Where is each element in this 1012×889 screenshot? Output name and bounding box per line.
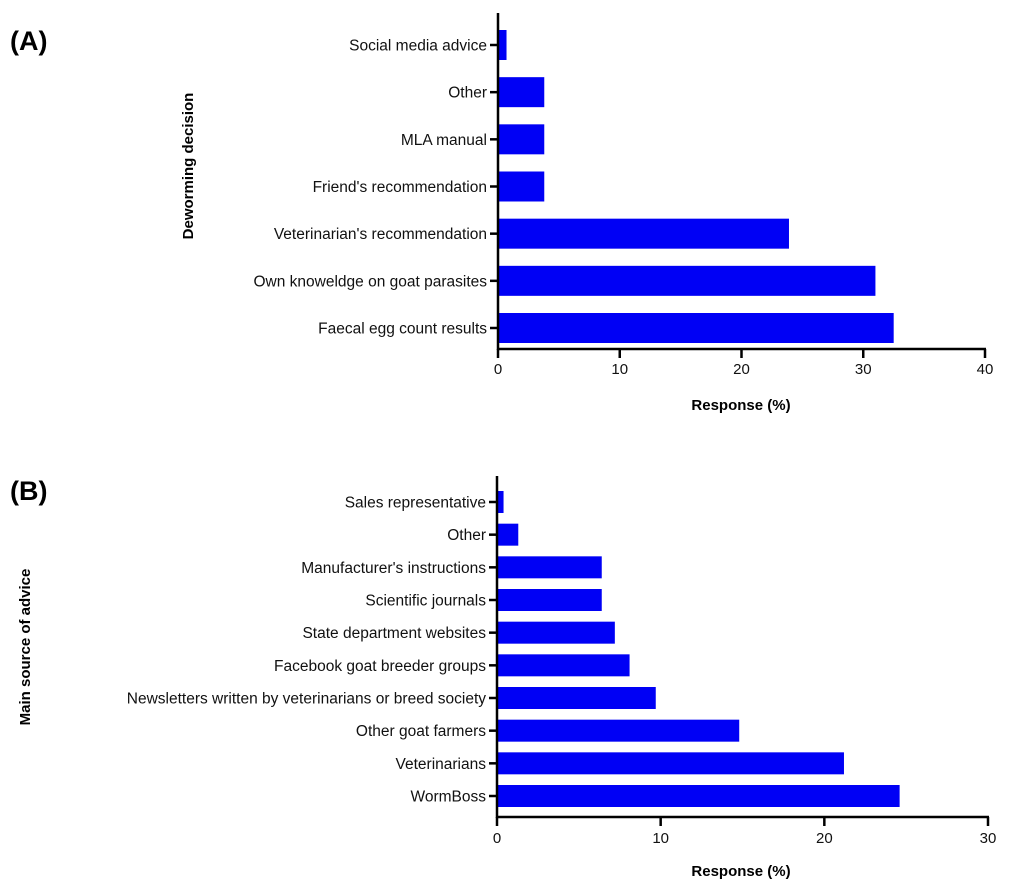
bar-7	[499, 313, 894, 343]
bar-2	[498, 523, 519, 546]
category-label: MLA manual	[401, 132, 487, 149]
panel-b-label: (B)	[10, 476, 47, 506]
panel-a: (A) Deworming decision Response (%) Soci…	[10, 13, 993, 414]
category-label: WormBoss	[410, 789, 486, 806]
category-label: Other goat farmers	[356, 723, 486, 740]
category-label: Sales representative	[345, 495, 486, 512]
panel-b-x-axis-title: Response (%)	[691, 863, 790, 880]
bar-4	[498, 589, 602, 611]
bar-6	[499, 265, 876, 296]
bar-8	[498, 719, 740, 742]
bar-4	[499, 171, 545, 202]
category-label: Other	[448, 85, 487, 102]
bar-6	[498, 654, 630, 677]
x-tick-label: 30	[855, 361, 872, 378]
panel-b: (B) Main source of advice Response (%) S…	[10, 476, 996, 880]
category-label: Friend's recommendation	[313, 179, 487, 196]
category-label: State department websites	[302, 625, 486, 642]
category-label: Newsletters written by veterinarians or …	[127, 691, 486, 708]
panel-a-bars	[499, 30, 894, 343]
panel-b-category-labels: Sales representative Other Manufacturer's …	[127, 495, 486, 806]
panel-b-bars	[498, 491, 900, 807]
panel-a-x-axis-title: Response (%)	[691, 397, 790, 414]
panel-a-axes: 0 10 20 30 40	[490, 13, 993, 378]
x-tick-label: 20	[733, 361, 750, 378]
category-label: Faecal egg count results	[318, 321, 487, 338]
panel-a-category-labels: Social media advice Other MLA manual Friend…	[253, 38, 487, 338]
bar-1	[499, 30, 507, 60]
bar-9	[498, 752, 844, 775]
bar-5	[498, 621, 615, 644]
category-label: Scientific journals	[365, 593, 486, 610]
panel-a-y-axis-title: Deworming decision	[180, 93, 197, 240]
category-label: Manufacturer's instructions	[301, 560, 486, 577]
category-label: Other	[447, 527, 486, 544]
panel-a-label: (A)	[10, 26, 47, 56]
x-tick-label: 20	[816, 830, 833, 847]
bar-2	[499, 77, 545, 108]
category-label: Veterinarians	[396, 756, 487, 773]
x-tick-label: 0	[494, 361, 502, 378]
category-label: Social media advice	[349, 38, 487, 55]
bar-10	[498, 785, 900, 807]
x-tick-label: 10	[652, 830, 669, 847]
category-label: Facebook goat breeder groups	[274, 658, 486, 675]
bar-5	[499, 218, 789, 249]
x-tick-label: 10	[611, 361, 628, 378]
bar-7	[498, 687, 656, 709]
x-tick-label: 40	[977, 361, 994, 378]
x-tick-label: 30	[980, 830, 997, 847]
x-tick-label: 0	[493, 830, 501, 847]
bar-1	[498, 491, 504, 513]
category-label: Veterinarian's recommendation	[274, 226, 487, 243]
bar-3	[498, 556, 602, 579]
panel-b-axes: 0 10 20 30	[489, 476, 996, 847]
category-label: Own knoweldge on goat parasites	[253, 273, 487, 290]
panel-b-y-axis-title: Main source of advice	[17, 569, 34, 726]
bar-3	[499, 124, 545, 155]
